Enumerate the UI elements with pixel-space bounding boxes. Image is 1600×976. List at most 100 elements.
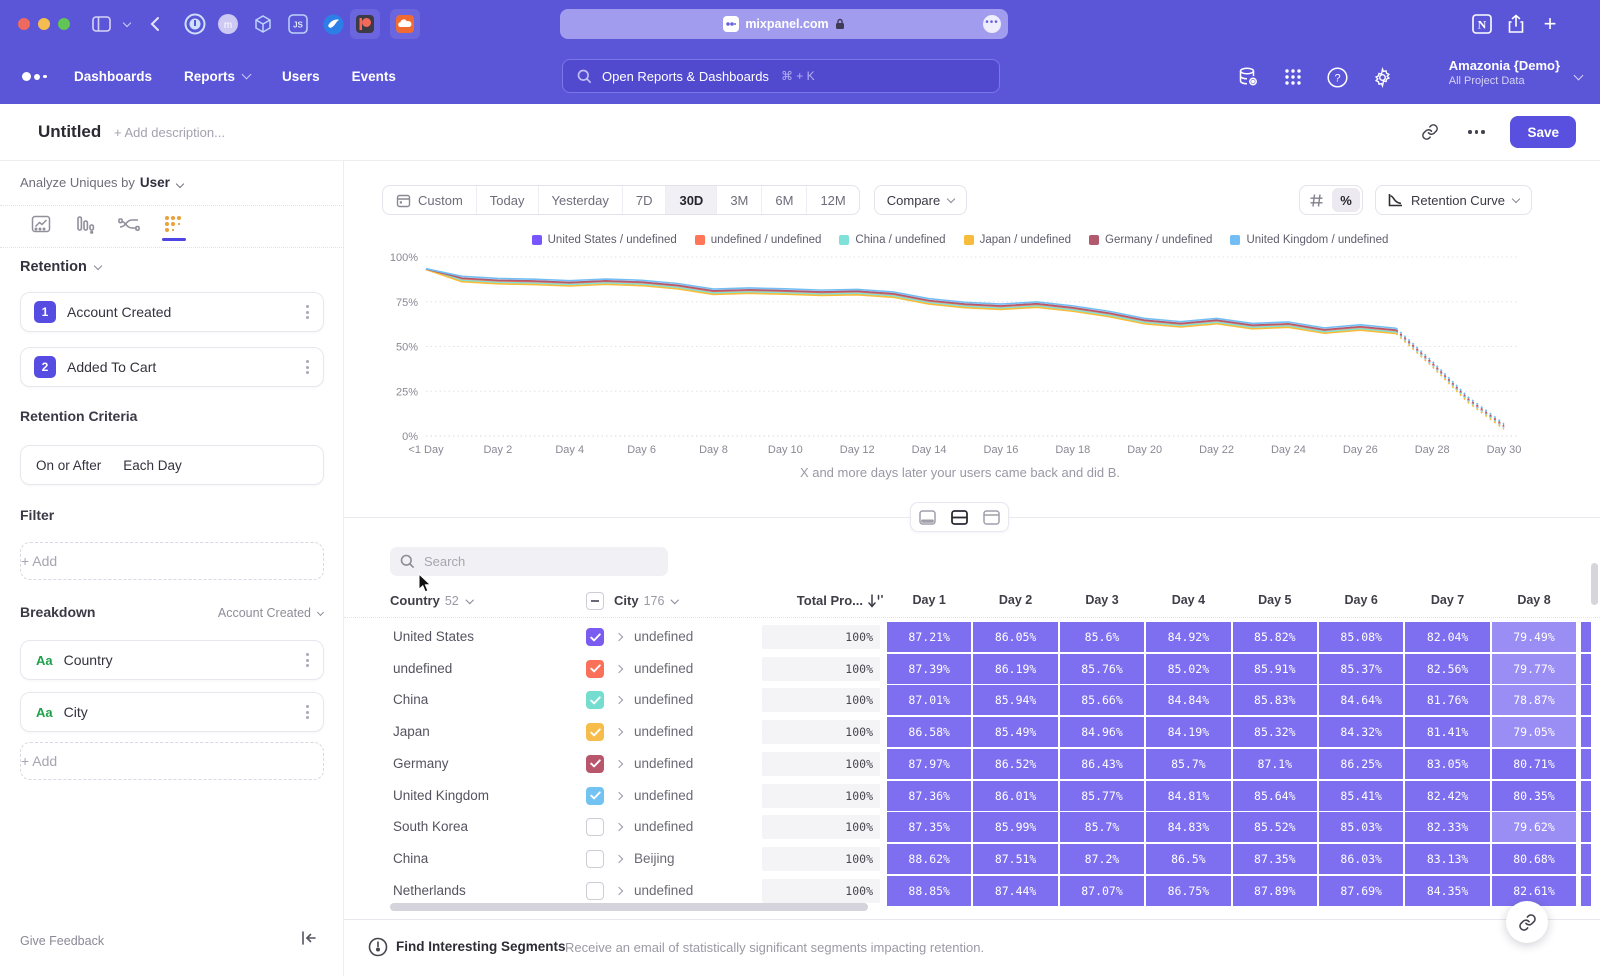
compare-button[interactable]: Compare bbox=[874, 185, 967, 215]
range-yesterday[interactable]: Yesterday bbox=[539, 186, 623, 214]
expand-row-icon[interactable] bbox=[615, 823, 623, 831]
save-button[interactable]: Save bbox=[1510, 116, 1576, 148]
extension-bird-icon[interactable] bbox=[319, 10, 347, 38]
new-tab-icon[interactable]: + bbox=[1536, 10, 1564, 38]
nav-link-events[interactable]: Events bbox=[352, 69, 396, 84]
window-controls[interactable] bbox=[18, 18, 70, 30]
sort-icon[interactable] bbox=[868, 594, 884, 613]
retention-cell[interactable]: 86.43% bbox=[1060, 749, 1144, 779]
more-options-icon[interactable] bbox=[1464, 120, 1488, 144]
close-window-icon[interactable] bbox=[18, 18, 30, 30]
analyze-value[interactable]: User bbox=[140, 175, 170, 190]
legend-item[interactable]: Germany / undefined bbox=[1089, 234, 1212, 246]
share-link-button[interactable] bbox=[1506, 901, 1548, 943]
extension-patreon-icon[interactable] bbox=[350, 9, 380, 39]
global-search[interactable]: Open Reports & Dashboards ⌘ + K bbox=[562, 59, 1000, 93]
expand-row-icon[interactable] bbox=[615, 696, 623, 704]
retention-cell[interactable]: 87.89% bbox=[1233, 876, 1317, 906]
mixpanel-logo[interactable] bbox=[22, 72, 47, 81]
retention-cell[interactable]: 82.04% bbox=[1405, 622, 1489, 652]
retention-cell[interactable]: 87.35% bbox=[1233, 844, 1317, 874]
retention-step-1[interactable]: 1 Account Created bbox=[20, 292, 324, 332]
country-column-header[interactable]: Country 52 bbox=[390, 593, 472, 608]
expand-row-icon[interactable] bbox=[615, 855, 623, 863]
retention-criteria-card[interactable]: On or After Each Day bbox=[20, 445, 324, 485]
share-icon[interactable] bbox=[1502, 10, 1530, 38]
step-1-menu-icon[interactable] bbox=[306, 305, 309, 319]
retention-cell[interactable]: 80.68% bbox=[1492, 844, 1576, 874]
row-checkbox[interactable] bbox=[586, 787, 604, 805]
retention-cell[interactable]: 85.41% bbox=[1319, 781, 1403, 811]
retention-cell[interactable]: 85.08% bbox=[1319, 622, 1403, 652]
retention-cell[interactable]: 84.35% bbox=[1405, 876, 1489, 906]
breakdown-country-menu-icon[interactable] bbox=[306, 653, 309, 667]
table-row[interactable]: United Statesundefined100%87.21%86.05%85… bbox=[344, 621, 1600, 653]
retention-cell[interactable]: 88.62% bbox=[887, 844, 971, 874]
settings-gear-icon[interactable] bbox=[1369, 64, 1395, 90]
row-checkbox[interactable] bbox=[586, 660, 604, 678]
retention-cell[interactable]: 85.7% bbox=[1146, 749, 1230, 779]
tab-flows-icon[interactable] bbox=[118, 213, 140, 235]
split-view-icon[interactable] bbox=[945, 505, 974, 529]
retention-cell[interactable]: 87.39% bbox=[887, 654, 971, 684]
criteria-each-day[interactable]: Each Day bbox=[123, 458, 182, 473]
retention-cell[interactable]: 84.81% bbox=[1146, 781, 1230, 811]
retention-cell[interactable]: 83.13% bbox=[1405, 844, 1489, 874]
segments-title[interactable]: Find Interesting Segments bbox=[396, 939, 566, 954]
expand-row-icon[interactable] bbox=[615, 791, 623, 799]
chart-only-view-icon[interactable] bbox=[913, 505, 942, 529]
retention-cell[interactable]: 84.84% bbox=[1146, 685, 1230, 715]
retention-cell[interactable]: 85.82% bbox=[1233, 622, 1317, 652]
retention-cell[interactable]: 85.83% bbox=[1233, 685, 1317, 715]
project-selector[interactable]: Amazonia {Demo} All Project Data bbox=[1449, 58, 1560, 87]
day-column-header[interactable]: Day 4 bbox=[1146, 593, 1230, 607]
retention-cell[interactable]: 86.25% bbox=[1319, 749, 1403, 779]
range-custom[interactable]: Custom bbox=[383, 186, 477, 214]
retention-cell[interactable]: 87.01% bbox=[887, 685, 971, 715]
legend-item[interactable]: United Kingdom / undefined bbox=[1230, 234, 1388, 246]
percent-toggle[interactable]: % bbox=[1332, 188, 1360, 212]
retention-cell[interactable]: 86.19% bbox=[973, 654, 1057, 684]
tab-retention-icon[interactable] bbox=[162, 213, 184, 235]
retention-cell[interactable]: 81.76% bbox=[1405, 685, 1489, 715]
give-feedback-link[interactable]: Give Feedback bbox=[20, 934, 104, 948]
breakdown-applied-to[interactable]: Account Created bbox=[218, 606, 323, 620]
range-3m[interactable]: 3M bbox=[717, 186, 762, 214]
address-options-icon[interactable]: ••• bbox=[983, 15, 1001, 33]
expand-row-icon[interactable] bbox=[615, 728, 623, 736]
table-row[interactable]: Chinaundefined100%87.01%85.94%85.66%84.8… bbox=[344, 684, 1600, 716]
retention-cell[interactable]: 86.58% bbox=[887, 717, 971, 747]
retention-cell[interactable]: 87.69% bbox=[1319, 876, 1403, 906]
breakdown-add-button[interactable]: + Add bbox=[20, 742, 324, 780]
table-row[interactable]: Germanyundefined100%87.97%86.52%86.43%85… bbox=[344, 748, 1600, 780]
day-column-header[interactable]: Day 1 bbox=[887, 593, 971, 607]
table-only-view-icon[interactable] bbox=[977, 505, 1006, 529]
retention-cell[interactable]: 85.37% bbox=[1319, 654, 1403, 684]
retention-cell[interactable]: 87.44% bbox=[973, 876, 1057, 906]
day-column-header[interactable]: Day 2 bbox=[973, 593, 1057, 607]
row-checkbox[interactable] bbox=[586, 723, 604, 741]
range-7d[interactable]: 7D bbox=[623, 186, 667, 214]
retention-cell[interactable]: 86.01% bbox=[973, 781, 1057, 811]
retention-cell[interactable]: 85.64% bbox=[1233, 781, 1317, 811]
table-row[interactable]: Japanundefined100%86.58%85.49%84.96%84.1… bbox=[344, 716, 1600, 748]
step-2-menu-icon[interactable] bbox=[306, 360, 309, 374]
notion-extension-icon[interactable]: N bbox=[1468, 10, 1496, 38]
retention-cell[interactable]: 85.49% bbox=[973, 717, 1057, 747]
sidebar-toggle-icon[interactable] bbox=[87, 10, 115, 38]
retention-cell[interactable]: 79.49% bbox=[1492, 622, 1576, 652]
retention-cell[interactable]: 84.32% bbox=[1319, 717, 1403, 747]
legend-item[interactable]: China / undefined bbox=[839, 234, 945, 246]
table-row[interactable]: Netherlandsundefined100%88.85%87.44%87.0… bbox=[344, 875, 1600, 907]
breakdown-country[interactable]: Aa Country bbox=[20, 640, 324, 680]
extension-soundcloud-icon[interactable] bbox=[390, 9, 420, 39]
nav-link-users[interactable]: Users bbox=[282, 69, 320, 84]
select-all-checkbox[interactable] bbox=[586, 592, 604, 610]
retention-step-2[interactable]: 2 Added To Cart bbox=[20, 347, 324, 387]
legend-item[interactable]: undefined / undefined bbox=[695, 234, 822, 246]
retention-cell[interactable]: 87.36% bbox=[887, 781, 971, 811]
retention-cell[interactable]: 86.05% bbox=[973, 622, 1057, 652]
retention-cell[interactable]: 85.7% bbox=[1060, 812, 1144, 842]
day-column-header[interactable]: Day 5 bbox=[1233, 593, 1317, 607]
extension-m-icon[interactable]: m bbox=[214, 10, 242, 38]
